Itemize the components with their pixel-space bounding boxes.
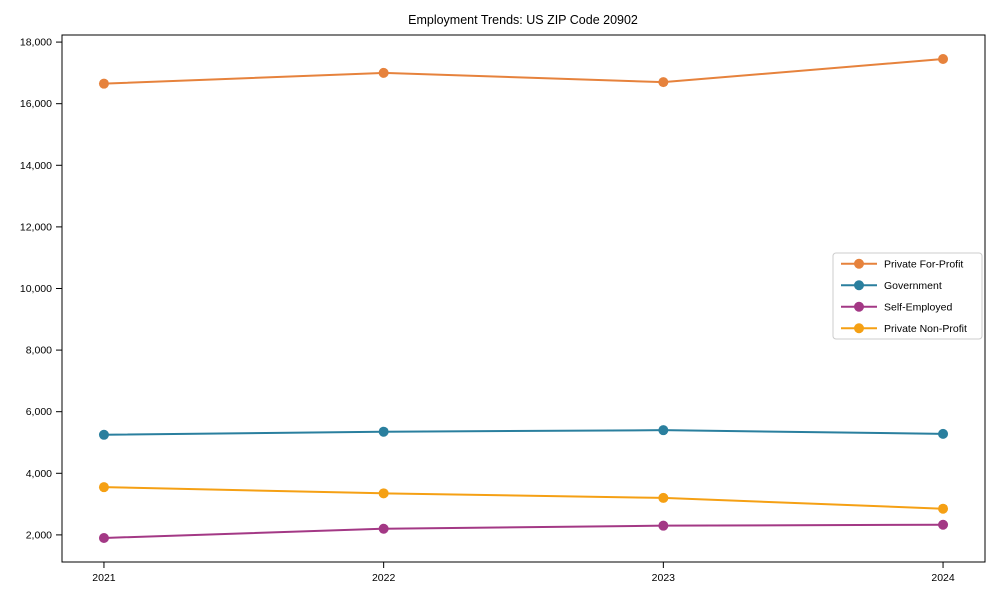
y-axis-tick-label: 12,000 xyxy=(20,221,52,233)
legend-swatch-marker xyxy=(854,258,864,269)
series-line-private-non-profit xyxy=(103,486,944,510)
legend-item: Self-Employed xyxy=(841,301,952,313)
data-point xyxy=(378,523,389,534)
legend-item: Private For-Profit xyxy=(841,258,963,270)
plot-frame xyxy=(61,34,986,563)
data-point xyxy=(378,488,389,499)
data-point xyxy=(98,78,109,89)
x-axis-tick-label: 2023 xyxy=(652,572,676,584)
data-point xyxy=(98,429,109,440)
legend-swatch-marker xyxy=(854,323,864,334)
y-axis-tick-label: 10,000 xyxy=(20,283,52,295)
series-line-private-for-profit xyxy=(103,58,944,85)
data-point xyxy=(938,519,949,530)
legend-label: Government xyxy=(884,280,942,292)
legend-label: Self-Employed xyxy=(884,301,952,313)
series-line-government xyxy=(103,429,944,436)
legend-box xyxy=(832,252,983,340)
data-point xyxy=(658,520,669,531)
legend-swatch-marker xyxy=(854,280,864,291)
data-point xyxy=(98,482,109,493)
data-point xyxy=(378,426,389,437)
legend: Private For-Profit Government Self-Employe… xyxy=(832,252,983,340)
axis-ticks: 2,000 4,000 6,000 8,000 10,000 12,000 14,000 16… xyxy=(20,37,955,584)
data-point xyxy=(658,77,669,88)
y-axis-tick-label: 8,000 xyxy=(26,345,52,357)
y-axis-tick-label: 18,000 xyxy=(20,37,52,49)
y-axis-tick-label: 14,000 xyxy=(20,160,52,172)
data-point xyxy=(938,54,949,65)
legend-label: Private For-Profit xyxy=(884,258,963,270)
data-point xyxy=(658,425,669,436)
data-point xyxy=(938,503,949,514)
data-point xyxy=(658,492,669,503)
y-axis-tick-label: 2,000 xyxy=(26,529,52,541)
y-axis-tick-label: 16,000 xyxy=(20,98,52,110)
data-point xyxy=(938,428,949,439)
legend-label: Private Non-Profit xyxy=(884,323,967,335)
y-axis-tick-label: 4,000 xyxy=(26,468,52,480)
data-point xyxy=(98,532,109,543)
y-axis-tick-label: 6,000 xyxy=(26,406,52,418)
legend-item: Government xyxy=(841,280,942,292)
series-lines xyxy=(98,54,949,543)
data-point xyxy=(378,67,389,78)
chart-title: Employment Trends: US ZIP Code 20902 xyxy=(408,13,638,27)
legend-item: Private Non-Profit xyxy=(841,323,967,335)
x-axis-tick-label: 2021 xyxy=(92,572,116,584)
legend-swatch-marker xyxy=(854,301,864,312)
series-line-self-employed xyxy=(103,523,944,539)
x-axis-tick-label: 2024 xyxy=(931,572,955,584)
x-axis-tick-label: 2022 xyxy=(372,572,396,584)
